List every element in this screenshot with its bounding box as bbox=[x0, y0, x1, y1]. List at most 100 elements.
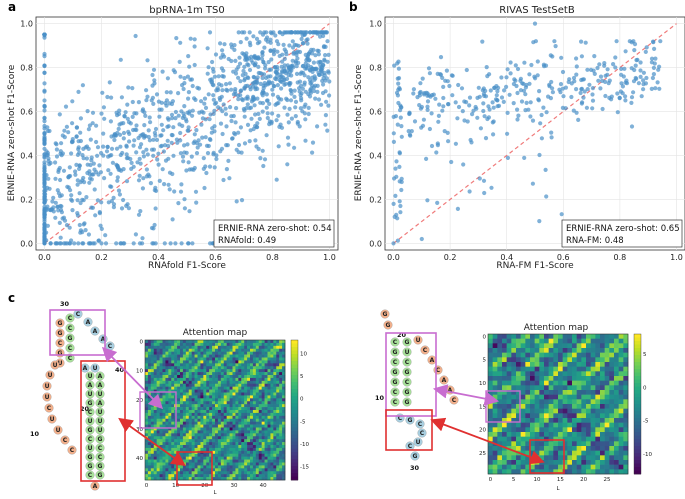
heatmap-cell bbox=[185, 340, 190, 344]
heatmap-cell bbox=[250, 392, 254, 396]
heatmap-cell bbox=[586, 432, 591, 437]
heatmap-cell bbox=[279, 342, 283, 347]
heatmap-cell bbox=[182, 477, 187, 481]
data-point bbox=[282, 56, 287, 62]
heatmap-cell bbox=[235, 415, 239, 420]
heatmap-cell bbox=[217, 342, 222, 347]
heatmap-cell bbox=[235, 340, 239, 344]
heatmap-cell bbox=[194, 427, 198, 431]
heatmap-cell bbox=[572, 385, 577, 391]
data-point bbox=[398, 203, 403, 209]
heatmap-cell bbox=[576, 450, 582, 456]
heatmap-cell bbox=[516, 394, 521, 400]
data-point bbox=[314, 66, 319, 71]
heatmap-cell bbox=[215, 380, 219, 385]
heatmap-cell bbox=[282, 415, 286, 420]
data-point bbox=[398, 108, 403, 113]
heatmap-cell bbox=[180, 447, 184, 452]
heatmap-cell bbox=[264, 369, 268, 373]
data-point bbox=[125, 155, 130, 160]
data-point bbox=[393, 114, 398, 119]
heatmap-cell bbox=[177, 389, 181, 393]
heatmap-cell bbox=[235, 351, 239, 355]
heatmap-cell bbox=[618, 436, 624, 442]
heatmap-cell bbox=[572, 399, 577, 405]
heatmap-cell bbox=[235, 383, 239, 387]
heatmap-cell bbox=[600, 376, 605, 381]
heatmap-cell bbox=[188, 363, 192, 367]
data-point bbox=[442, 129, 447, 134]
data-point bbox=[455, 206, 460, 211]
heatmap-cell bbox=[217, 386, 222, 390]
data-point bbox=[42, 104, 47, 109]
heatmap-cell bbox=[159, 363, 163, 367]
heatmap-cell bbox=[188, 354, 192, 358]
heatmap-cell bbox=[276, 395, 280, 399]
heatmap-cell bbox=[171, 369, 175, 373]
heatmap-cell bbox=[600, 394, 605, 400]
heatmap-cell bbox=[273, 468, 277, 472]
heatmap-cell bbox=[212, 366, 216, 370]
heatmap-cell bbox=[264, 459, 268, 463]
heatmap-cell bbox=[223, 380, 227, 385]
heatmap-cell bbox=[273, 456, 277, 460]
heatmap-cell bbox=[206, 418, 210, 422]
heatmap-cell bbox=[241, 395, 245, 399]
heatmap-cell bbox=[150, 351, 155, 355]
heatmap-cell bbox=[174, 363, 178, 367]
heatmap-cell bbox=[558, 380, 563, 386]
heatmap-cell bbox=[576, 399, 582, 405]
heatmap-y-tick: 10 bbox=[136, 369, 143, 375]
data-point bbox=[649, 86, 654, 91]
heatmap-cell bbox=[162, 383, 166, 387]
data-point bbox=[238, 125, 243, 130]
data-point bbox=[483, 94, 489, 99]
heatmap-cell bbox=[511, 432, 517, 437]
heatmap-cell bbox=[188, 369, 192, 373]
heatmap-cell bbox=[488, 427, 493, 433]
heatmap-cell bbox=[534, 450, 540, 456]
heatmap-cell bbox=[191, 369, 195, 373]
heatmap-cell bbox=[217, 445, 222, 449]
heatmap-cell bbox=[252, 412, 257, 417]
heatmap-cell bbox=[229, 450, 233, 455]
heatmap-cell bbox=[576, 418, 582, 423]
data-point bbox=[57, 220, 62, 225]
data-point bbox=[106, 154, 111, 159]
heatmap-cell bbox=[145, 386, 149, 390]
heatmap-cell bbox=[270, 447, 274, 452]
heatmap-cell bbox=[623, 399, 629, 405]
heatmap-cell bbox=[209, 342, 213, 347]
data-point bbox=[203, 117, 208, 122]
heatmap-cell bbox=[215, 442, 219, 446]
heatmap-cell bbox=[516, 348, 521, 353]
heatmap-cell bbox=[203, 377, 207, 382]
heatmap-cell bbox=[185, 447, 190, 452]
heatmap-cell bbox=[279, 468, 283, 472]
heatmap-cell bbox=[244, 348, 248, 352]
heatmap-cell bbox=[282, 459, 286, 463]
data-point bbox=[172, 70, 178, 75]
heatmap-cell bbox=[209, 348, 213, 352]
heatmap-cell bbox=[252, 436, 257, 440]
heatmap-cell bbox=[156, 386, 160, 390]
heatmap-cell bbox=[247, 377, 251, 382]
heatmap-cell bbox=[223, 354, 227, 358]
heatmap-cell bbox=[258, 447, 262, 452]
heatmap-cell bbox=[162, 377, 166, 382]
data-point bbox=[90, 205, 95, 210]
heatmap-cell bbox=[226, 427, 230, 431]
heatmap-cell bbox=[165, 465, 169, 469]
data-point bbox=[611, 62, 616, 67]
data-point bbox=[290, 39, 295, 44]
data-point bbox=[244, 36, 249, 41]
data-point bbox=[53, 141, 58, 146]
heatmap-cell bbox=[212, 340, 216, 344]
heatmap-cell bbox=[497, 390, 503, 395]
data-point bbox=[89, 158, 94, 163]
heatmap-cell bbox=[191, 389, 195, 393]
heatmap-cell bbox=[159, 392, 163, 396]
heatmap-cell bbox=[223, 357, 227, 361]
heatmap-cell bbox=[562, 460, 568, 465]
heatmap-cell bbox=[623, 446, 629, 451]
